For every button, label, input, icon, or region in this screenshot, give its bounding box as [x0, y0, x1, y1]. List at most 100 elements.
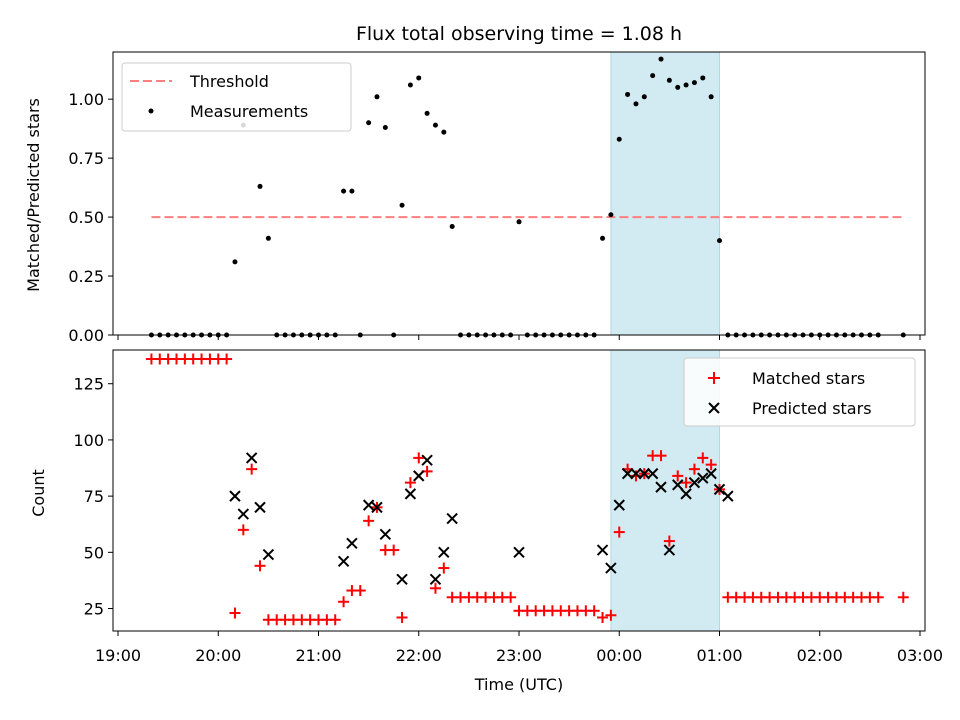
predicted-star-marker: [621, 467, 634, 480]
measurement-point: [399, 202, 405, 208]
top-y-tick-label: 0.50: [68, 208, 104, 227]
predicted-star-marker: [638, 467, 651, 480]
top-highlight-span: [610, 51, 720, 336]
top-y-axis-label: Matched/Predicted stars: [24, 98, 43, 292]
measurement-point: [641, 94, 647, 100]
matched-star-marker: [404, 477, 416, 489]
matched-star-marker: [246, 463, 258, 475]
x-tick-label: 22:00: [396, 646, 442, 665]
matched-star-marker: [229, 607, 241, 619]
predicted-star-marker: [371, 501, 383, 514]
bottom-legend-box: [683, 357, 916, 427]
x-tick-label: 20:00: [195, 646, 241, 665]
bottom-x-ticks: 19:00 20:00 21:00 22:00 23:00 00:00 01:00 02:00…: [95, 631, 943, 665]
predicted-star-marker: [404, 488, 417, 500]
measurement-point: [633, 101, 639, 107]
predicted-star-marker: [672, 479, 684, 491]
matched-star-marker: [396, 612, 408, 624]
matched-star-marker: [672, 470, 684, 482]
chart-title: Flux total observing time = 1.08 h: [356, 23, 682, 45]
measurement-point: [616, 136, 622, 142]
measurement-point: [432, 122, 438, 128]
bottom-axes-frame: [112, 349, 926, 632]
measurement-point: [625, 91, 631, 97]
measurement-point: [650, 73, 656, 79]
matched-star-marker: [505, 591, 517, 603]
predicted-star-marker: [655, 481, 667, 493]
measurement-point: [708, 94, 714, 100]
matched-star-marker: [221, 353, 233, 365]
matched-star-marker: [655, 450, 667, 462]
bottom-y-axis-label: Count: [29, 469, 48, 517]
legend-threshold-label: Threshold: [189, 72, 269, 91]
matched-star-marker: [597, 612, 609, 624]
matched-star-marker: [872, 591, 884, 603]
x-tick-label: 21:00: [295, 646, 341, 665]
matched-star-marker: [605, 609, 617, 621]
matched-star-marker: [354, 585, 366, 597]
bottom-y-tick-label: 25: [84, 600, 104, 619]
predicted-star-marker: [229, 490, 241, 502]
top-y-tick-label: 1.00: [68, 90, 104, 109]
predicted-star-marker: [605, 562, 617, 574]
measurement-point: [341, 188, 347, 194]
measurement-point: [407, 82, 413, 88]
top-series: [148, 56, 906, 338]
predicted-star-marker: [413, 470, 425, 482]
predicted-star-marker: [429, 573, 442, 586]
predicted-star-marker: [596, 544, 609, 556]
top-y-ticks: 0.00 0.25 0.50 0.75 1.00: [68, 90, 113, 345]
bottom-series: [145, 353, 909, 626]
x-tick-label: 19:00: [95, 646, 141, 665]
legend-predicted-marker: [708, 402, 720, 414]
predicted-star-marker: [688, 476, 701, 489]
measurement-point: [374, 94, 380, 100]
predicted-star-marker: [337, 555, 350, 568]
x-tick-label: 01:00: [696, 646, 742, 665]
predicted-star-marker: [346, 537, 358, 550]
predicted-star-marker: [362, 499, 375, 511]
measurement-point: [257, 183, 263, 189]
x-tick-label: 00:00: [596, 646, 642, 665]
matched-star-marker: [413, 452, 425, 464]
measurement-point: [416, 75, 422, 81]
predicted-star-marker: [396, 573, 408, 586]
bottom-y-tick-label: 50: [84, 543, 104, 562]
measurement-point: [716, 238, 722, 244]
bottom-y-tick-label: 125: [73, 375, 104, 394]
matched-star-marker: [663, 535, 675, 547]
predicted-star-marker: [245, 452, 258, 464]
predicted-star-marker: [705, 467, 717, 480]
predicted-star-marker: [613, 499, 625, 511]
top-legend-box: [121, 62, 352, 132]
top-y-tick-label: 0.75: [68, 149, 104, 168]
predicted-star-marker: [680, 488, 692, 500]
matched-star-marker: [429, 582, 441, 594]
bottom-y-ticks: 25 50 75 100 125: [73, 375, 113, 619]
matched-star-marker: [237, 524, 249, 536]
measurement-point: [608, 212, 614, 218]
x-tick-label: 23:00: [496, 646, 542, 665]
bottom-y-tick-label: 75: [84, 487, 104, 506]
matched-star-marker: [705, 459, 717, 471]
measurement-point: [424, 110, 430, 116]
legend-predicted-label: Predicted stars: [752, 399, 872, 418]
predicted-star-marker: [713, 483, 726, 496]
legend-measurements-marker: [148, 108, 154, 114]
x-tick-label: 02:00: [797, 646, 843, 665]
matched-star-marker: [438, 562, 450, 574]
predicted-star-marker: [421, 454, 433, 466]
matched-star-marker: [697, 452, 709, 464]
top-axes-frame: [112, 51, 926, 336]
measurement-point: [600, 235, 606, 241]
top-y-tick-label: 0.00: [68, 326, 104, 345]
predicted-star-marker: [254, 501, 266, 514]
x-tick-label: 03:00: [897, 646, 943, 665]
matched-star-marker: [613, 526, 625, 538]
predicted-star-marker: [446, 512, 458, 525]
matched-star-marker: [329, 614, 341, 626]
matched-star-marker: [897, 591, 909, 603]
predicted-star-marker: [513, 546, 525, 559]
predicted-star-marker: [722, 490, 734, 502]
top-panel: 0.00 0.25 0.50 0.75 1.00 Matched/Predicted s…: [24, 51, 926, 345]
